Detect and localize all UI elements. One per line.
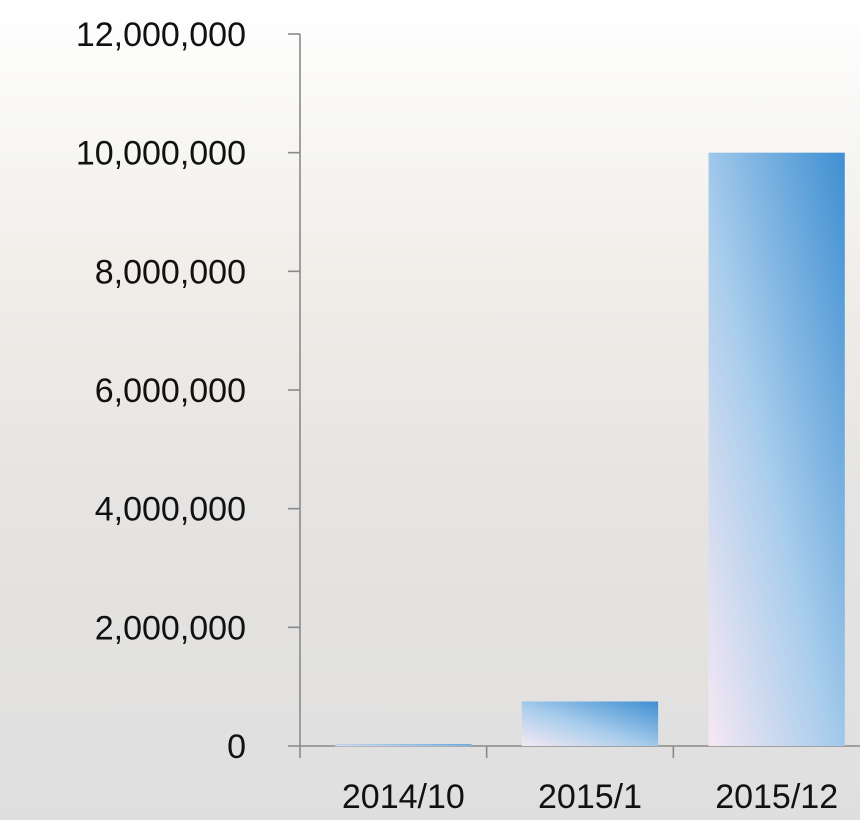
y-tick-label: 12,000,000 (76, 16, 246, 54)
y-tick-label: 10,000,000 (76, 135, 246, 173)
x-tick-label: 2015/12 (715, 778, 838, 816)
y-tick-label: 0 (227, 728, 246, 766)
y-tick-label: 4,000,000 (95, 491, 246, 529)
x-tick-label: 2015/1 (538, 778, 642, 816)
bar-2015-12 (709, 153, 845, 746)
y-tick-label: 6,000,000 (95, 372, 246, 410)
y-tick-label: 2,000,000 (95, 609, 246, 647)
y-axis: 0 2,000,000 4,000,000 6,000,000 8,000,000 10,… (76, 16, 300, 766)
x-axis: 2014/10 2015/1 2015/12 (300, 746, 860, 816)
bar-2015-1 (522, 702, 658, 747)
bar-2014-10 (335, 744, 471, 746)
bars (335, 153, 845, 747)
x-tick-label: 2014/10 (342, 778, 465, 816)
y-tick-label: 8,000,000 (95, 253, 246, 291)
